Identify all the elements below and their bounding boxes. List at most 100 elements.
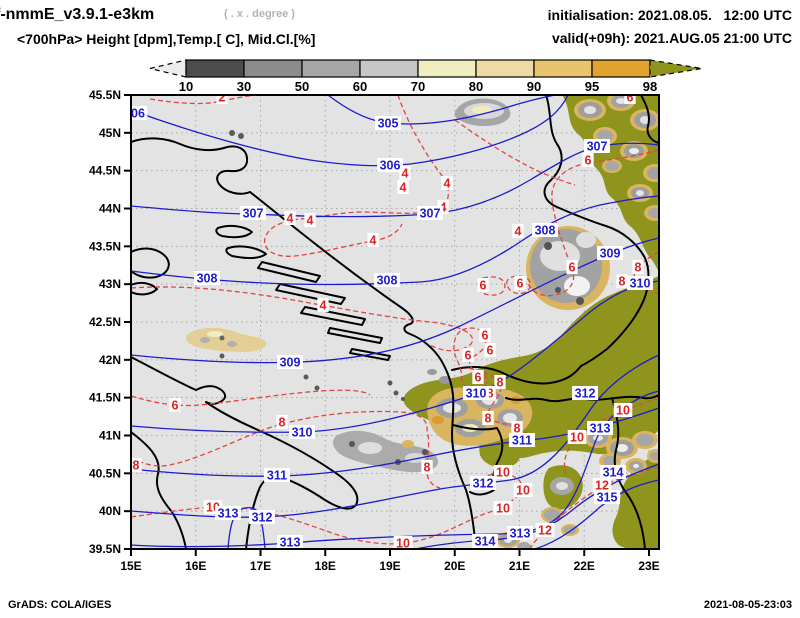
temp-contour-label: 4: [287, 212, 294, 226]
temp-contour-label-chip: [493, 465, 513, 479]
model-subtitle: ( . x . degree ): [224, 8, 295, 20]
colorbar-segment: [533, 59, 593, 78]
colorbar-segment: [243, 59, 303, 78]
height-contour-label: 311: [512, 434, 532, 448]
temp-contour-label-chip: [367, 233, 379, 247]
cloud-specks-part: [303, 374, 309, 380]
cloud-cells-ne-part: [629, 148, 639, 154]
cloud-cells-central-part: [422, 449, 428, 455]
height-contours-part: [227, 506, 266, 549]
lat-tick-label: 41N: [99, 429, 121, 443]
cloud-specks-part: [401, 397, 405, 401]
colorbar-tick-label: 10: [179, 79, 193, 94]
temp-contour-label-chip: [317, 298, 329, 312]
cloud-cells-se-part: [603, 456, 617, 466]
temp-contour-label: 6: [627, 91, 634, 105]
height-contour-label: 313: [510, 527, 531, 541]
temp-contour-label: 6: [475, 371, 482, 385]
temp-contour-label: 6: [480, 279, 487, 293]
lat-tick-label: 42N: [99, 353, 121, 367]
lon-tick-label: 21E: [509, 559, 530, 573]
cloud-patch-coast: [186, 327, 267, 352]
cloud-patch-coast-part: [207, 331, 223, 337]
temp-contour-label: 6: [482, 329, 489, 343]
height-contour-label: 306: [380, 159, 401, 173]
cloud-cells-central-part: [427, 369, 437, 375]
temp-contour-label: 8: [133, 459, 140, 473]
cloud-cells-se-part: [633, 464, 639, 468]
island: [215, 224, 253, 239]
lon-tick-label: 19E: [379, 559, 400, 573]
temp-contour-label: 12: [595, 479, 609, 493]
colorbar-segment: [417, 59, 477, 78]
grads-credit: GrADS: COLA/IGES: [8, 599, 111, 611]
height-contour-label-chip: [417, 206, 443, 220]
temp-contour-label: 6: [569, 261, 576, 275]
height-contour-label: 310: [466, 387, 487, 401]
lon-tick-label: 22E: [574, 559, 595, 573]
temp-contour-label-chip: [441, 176, 453, 190]
height-contour-label-chip: [377, 158, 403, 172]
cloud-cells-ne-part: [605, 161, 619, 171]
temp-contour-label-chip: [582, 153, 594, 167]
cloud-cells-south-part: [556, 482, 568, 490]
cloud-cells-ne-part: [616, 98, 626, 104]
temp-contour-label-chip: [616, 274, 628, 288]
cloud-cells-ne-part: [648, 208, 659, 218]
axes: 45.5N 45N 44.5N 44N 43.5N 43N 42.5N 42N 41.5N 41N…: [89, 88, 660, 573]
height-contour-label: 312: [252, 511, 273, 525]
temp-contour-label-chip: [566, 260, 578, 274]
height-contour-label: 309: [600, 247, 621, 261]
height-contour-label-chip: [587, 421, 613, 435]
lat-tick-label: 45N: [99, 126, 121, 140]
temp-contour-label: 2: [219, 91, 226, 105]
cloud-specks-part: [314, 385, 320, 391]
coastline-kvarner: [131, 137, 251, 195]
height-contour-label-chip: [584, 139, 610, 153]
height-contour-label: 06: [131, 107, 145, 121]
temp-contour-label: 6: [585, 154, 592, 168]
olive-region-se: [612, 452, 659, 549]
olive-patch-center: [479, 441, 520, 468]
temp-contour-label-chip: [393, 536, 413, 549]
border-ne: [543, 95, 650, 367]
cloud-cells-east-part: [576, 232, 596, 248]
height-contour-label: 309: [280, 356, 301, 370]
cloud-patch-coast-part: [186, 327, 267, 352]
cloud-patch-coast-part: [227, 341, 237, 347]
colorbar-tick-label: 95: [585, 79, 599, 94]
cloud-specks-part: [393, 390, 399, 396]
field-title: <700hPa> Height [dpm],Temp.[ C], Mid.Cl.…: [17, 31, 315, 47]
height-contour-label: 308: [197, 272, 218, 286]
cloud-patch-coast-part: [200, 337, 210, 343]
height-contour-label: 308: [535, 224, 556, 238]
height-contour-label-chip: [264, 468, 290, 482]
temp-contour-label-chip: [512, 224, 524, 238]
island: [327, 327, 383, 344]
island: [300, 306, 366, 326]
colorbar-segment: [475, 59, 535, 78]
cloud-cells-east-part: [576, 297, 584, 305]
cloud-cells-central-part: [503, 413, 517, 423]
cloud-cells-ne-part: [584, 106, 596, 114]
temp-contours-part: [131, 286, 474, 352]
height-contour-label-chip: [507, 526, 533, 540]
height-contour-label-chip: [470, 476, 496, 490]
cloud-cells-central-part: [432, 416, 444, 424]
coastlines-and-borders: [131, 95, 659, 549]
height-contour-label: 313: [218, 507, 239, 521]
temp-contour-label: 4: [444, 177, 451, 191]
temp-contour-label: 8: [485, 412, 492, 426]
cloud-cells-central-part: [439, 376, 451, 384]
temp-contour-label-chip: [494, 375, 506, 389]
height-contour-label: 314: [603, 466, 624, 480]
colorbar-tick-label: 30: [237, 79, 251, 94]
temp-contour-label: 6: [465, 349, 472, 363]
temp-contour-label-chip: [169, 398, 181, 412]
temp-contours-part: [506, 275, 531, 295]
render-timestamp: 2021-08-05-23:03: [704, 599, 792, 611]
height-contour-label-chip: [463, 386, 489, 400]
temp-contours-part: [131, 389, 371, 407]
